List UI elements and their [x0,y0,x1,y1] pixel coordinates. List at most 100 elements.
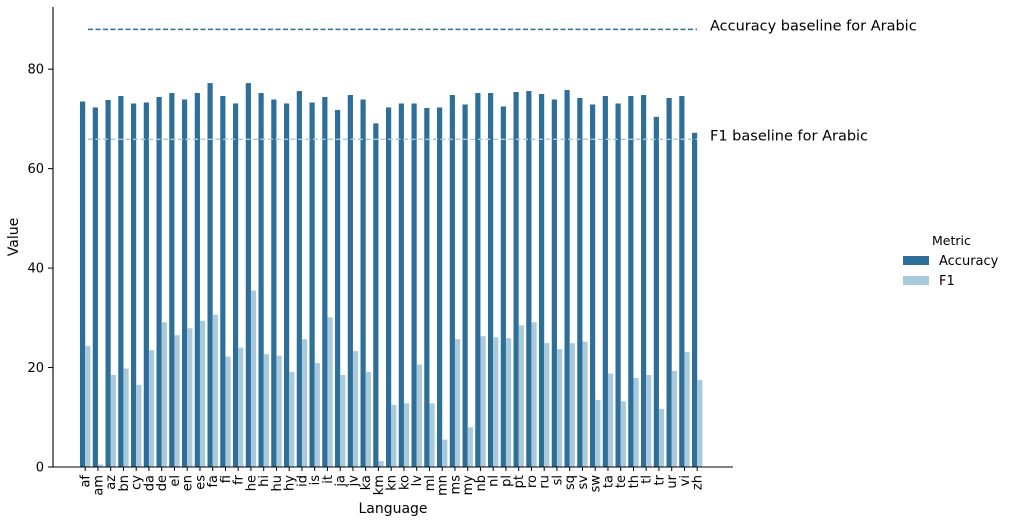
bar-f1-pl [505,338,512,467]
bar-accuracy-en [182,99,188,467]
bar-accuracy-ka [360,99,366,467]
bar-f1-tl [646,375,652,467]
bar-accuracy-de [156,97,162,467]
x-tick-label-he: he [244,475,259,491]
x-tick-label-sq: sq [563,475,578,490]
x-tick-label-ja: ja [334,475,349,488]
x-tick-label-tl: tl [640,475,655,484]
x-tick-label-jv: jv [346,475,361,488]
x-tick-label-sl: sl [550,475,565,485]
bar-accuracy-az [105,99,111,468]
bar-f1-hi [263,354,269,467]
bar-accuracy-sw [590,104,596,467]
x-tick-label-am: am [91,475,106,496]
bar-f1-ml [429,403,435,467]
x-tick-label-nl: nl [487,475,502,487]
bar-accuracy-pt [513,92,519,467]
bar-accuracy-af [80,101,86,468]
axes-group [52,7,733,468]
x-tick-label-hi: hi [257,475,272,487]
bar-accuracy-ur [666,98,672,467]
bar-accuracy-hu [271,99,277,467]
bar-f1-af [85,346,91,467]
bar-f1-ja [340,375,346,467]
bar-accuracy-ms [449,95,455,468]
bar-accuracy-km [373,123,379,468]
y-ticks-group: 0 20 40 60 80 [27,63,53,476]
bar-accuracy-it [322,97,328,467]
bar-f1-fr [238,347,244,467]
bar-accuracy-ro [526,91,532,467]
bar-accuracy-te [615,103,621,467]
bar-accuracy-th [628,96,634,468]
bar-accuracy-ml [424,107,430,467]
bar-accuracy-nl [488,93,494,467]
reference-annotation-1: F1 baseline for Arabic [710,128,868,144]
bars-group [80,83,703,468]
bar-accuracy-bn [118,96,124,468]
x-tick-label-nb: nb [474,475,489,492]
legend-swatch-accuracy [903,256,929,265]
reference-lines-group: Accuracy baseline for Arabic F1 baseline … [88,18,917,144]
x-tick-label-ka: ka [359,475,374,490]
bar-f1-km [378,461,384,467]
bar-f1-my [467,427,473,467]
bar-f1-es [199,320,206,467]
bar-accuracy-hy [284,103,290,467]
bar-f1-hu [276,355,282,467]
legend-label-f1: F1 [939,274,955,289]
bar-accuracy-lv [411,103,417,467]
bar-accuracy-kn [386,107,392,467]
bar-accuracy-id [296,91,302,467]
bar-accuracy-is [309,102,315,467]
x-tick-label-hy: hy [283,475,298,491]
x-tick-label-vi: vi [678,475,693,486]
bar-f1-ta [607,373,614,467]
x-tick-label-fa: fa [206,475,221,488]
x-tick-label-af: af [79,475,94,488]
bar-accuracy-ja [335,109,341,467]
x-ticks-group: afamazbncydadeelenesfafifrhehihuhyidisit… [79,467,706,496]
x-tick-label-es: es [193,475,208,490]
x-tick-label-pt: pt [512,475,527,488]
bar-accuracy-nb [475,93,481,467]
legend: Metric Accuracy F1 [903,233,999,289]
x-tick-label-ur: ur [665,474,680,488]
x-tick-label-id: id [295,475,310,487]
bar-f1-cy [136,384,142,467]
bar-f1-da [148,350,155,467]
y-tick-label-40: 40 [27,262,44,277]
bar-accuracy-my [462,104,468,467]
x-tick-label-en: en [181,475,196,491]
bar-f1-it [327,317,333,467]
bar-f1-de [161,322,167,467]
bar-accuracy-pl [500,106,506,468]
x-tick-label-sv: sv [576,475,591,490]
x-tick-label-ko: ko [397,475,412,490]
bar-f1-sw [595,399,601,467]
bar-f1-hy [289,372,295,467]
bar-accuracy-mn [437,107,443,467]
bar-f1-sv [582,341,588,467]
x-tick-label-ms: ms [448,475,463,495]
x-tick-label-bn: bn [117,475,132,492]
bar-f1-sq [569,343,575,467]
bar-f1-ms [454,339,461,467]
x-axis-label: Language [358,501,427,517]
x-tick-label-is: is [308,475,323,486]
bar-accuracy-es [194,93,200,467]
bar-f1-pt [518,325,524,467]
bar-f1-en [187,328,193,467]
bar-f1-is [314,363,320,467]
bar-accuracy-tr [653,116,659,468]
bar-f1-kn [391,404,397,467]
bar-f1-ka [365,372,371,467]
bar-accuracy-ta [602,96,608,468]
x-tick-label-ru: ru [538,475,553,489]
x-tick-label-kn: kn [385,475,400,491]
bar-f1-sl [556,349,563,467]
x-tick-label-ro: ro [525,475,540,488]
bar-f1-ro [531,322,537,467]
bar-f1-az [110,375,116,467]
